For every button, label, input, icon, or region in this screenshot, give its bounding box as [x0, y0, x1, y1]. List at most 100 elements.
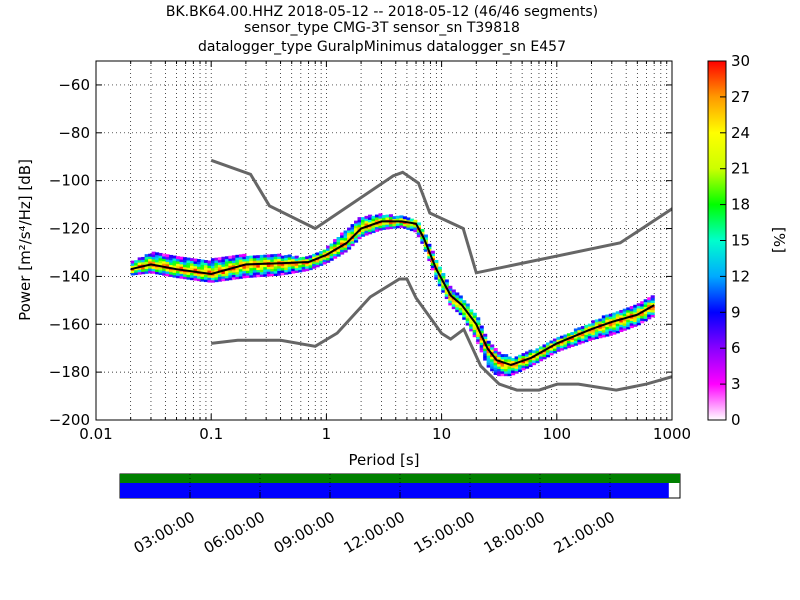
psd-cell [469, 326, 474, 330]
psd-cell [249, 274, 254, 278]
psd-cell [591, 320, 596, 324]
psd-cell [176, 256, 181, 260]
psd-cell [437, 269, 442, 272]
psd-cell [256, 259, 261, 263]
psd-cell [563, 344, 568, 347]
psd-cell [294, 267, 299, 271]
psd-cell [423, 248, 428, 252]
psd-cell [242, 265, 247, 269]
y-tick-label: −180 [49, 363, 90, 381]
psd-cell [518, 361, 523, 365]
psd-cell [196, 273, 202, 277]
psd-cell [594, 331, 599, 335]
psd-cell [326, 255, 331, 259]
psd-cell [266, 264, 271, 267]
psd-cell [151, 268, 156, 272]
psd-cell [448, 297, 453, 301]
psd-cell [636, 317, 641, 321]
psd-cell [598, 330, 603, 334]
psd-cell [176, 260, 181, 264]
psd-cell [570, 339, 575, 343]
psd-cell [273, 270, 278, 274]
psd-cell [535, 350, 540, 354]
psd-cell [521, 353, 526, 356]
psd-cell [287, 259, 292, 263]
psd-cell [587, 326, 592, 329]
psd-cell [518, 364, 523, 368]
psd-cell [186, 264, 191, 268]
psd-cell [619, 314, 624, 318]
psd-cell [469, 318, 474, 322]
psd-cell [591, 322, 596, 326]
psd-cell [242, 258, 247, 262]
psd-cell [203, 264, 209, 268]
psd-cell [193, 275, 198, 279]
psd-cell [605, 331, 610, 335]
psd-cell [647, 297, 652, 301]
psd-cell [650, 295, 655, 299]
psd-cell [594, 321, 599, 325]
psd-cell [448, 288, 453, 292]
psd-cell [423, 234, 428, 238]
psd-cell [336, 253, 341, 257]
psd-cell [556, 344, 561, 347]
psd-cell [416, 224, 421, 228]
psd-cell [626, 314, 631, 318]
psd-cell [284, 257, 289, 261]
psd-cell [490, 344, 495, 348]
psd-cell [490, 349, 495, 353]
nlnm-line [211, 277, 672, 392]
psd-cell [479, 342, 484, 346]
psd-cell [587, 330, 592, 334]
psd-cell [409, 225, 414, 229]
psd-cell [280, 258, 285, 261]
psd-cell [214, 262, 219, 266]
psd-cell [179, 259, 184, 262]
psd-cell [357, 231, 362, 235]
psd-cell [179, 256, 184, 260]
psd-cell [350, 233, 355, 237]
psd-cell [291, 256, 296, 260]
psd-cell [532, 362, 537, 366]
psd-cell [350, 238, 355, 242]
psd-cell [416, 234, 421, 238]
psd-cell [280, 265, 285, 269]
psd-cell [176, 258, 181, 262]
psd-cell [305, 268, 310, 272]
psd-cell [361, 231, 366, 235]
psd-cell [416, 222, 421, 226]
psd-cell [231, 269, 236, 273]
psd-cell [622, 325, 627, 329]
psd-cell [347, 229, 352, 233]
psd-cell [354, 237, 359, 241]
psd-cell [556, 339, 561, 343]
psd-cell [266, 254, 271, 258]
psd-cell [626, 312, 631, 316]
psd-cell [626, 309, 631, 313]
psd-cell [343, 230, 348, 234]
psd-cell [207, 270, 212, 273]
psd-cell [486, 362, 491, 366]
psd-cell [371, 218, 376, 222]
psd-cell [273, 265, 278, 269]
psd-cell [252, 264, 257, 268]
psd-cell [479, 347, 484, 350]
psd-cell [545, 344, 551, 348]
psd-cell [242, 273, 247, 276]
psd-cell [249, 272, 254, 276]
psd-cell [158, 269, 163, 273]
psd-cell [326, 247, 331, 251]
psd-cell [155, 261, 160, 265]
psd-cell [137, 264, 142, 268]
psd-cell [364, 218, 369, 222]
psd-cell [343, 232, 348, 236]
psd-cell [183, 271, 188, 275]
psd-cell [504, 358, 509, 362]
psd-cell [577, 327, 582, 331]
psd-cell [493, 364, 498, 368]
title-line-2: sensor_type CMG-3T sensor_sn T39818 [244, 20, 520, 36]
psd-cell [144, 258, 149, 262]
psd-cell [137, 257, 142, 261]
psd-cell [196, 261, 202, 265]
psd-cell [622, 308, 627, 312]
